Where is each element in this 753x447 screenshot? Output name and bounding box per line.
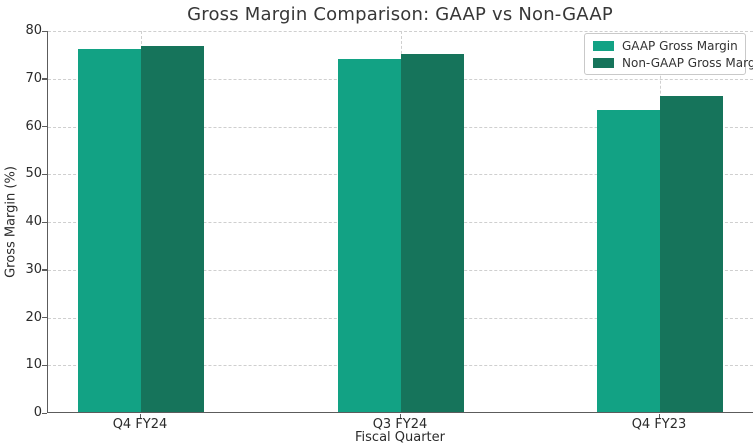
legend: GAAP Gross Margin Non-GAAP Gross Margin [584, 33, 753, 75]
plot-area [47, 31, 753, 413]
y-tick-mark [42, 364, 47, 367]
y-tick-label: 60 [25, 118, 42, 134]
x-tick-mark [658, 414, 660, 418]
x-tick-label: Q4 FY24 [112, 417, 168, 432]
legend-swatch [593, 57, 614, 68]
y-tick-mark [42, 30, 47, 32]
bar-non-gaap-gross-margin-q4-fy23 [660, 96, 723, 412]
chart-title: Gross Margin Comparison: GAAP vs Non-GAA… [187, 4, 613, 25]
bar-gaap-gross-margin-q3-fy24 [338, 58, 401, 412]
y-tick-label: 80 [25, 23, 42, 38]
y-tick-mark [42, 221, 47, 223]
bar-gaap-gross-margin-q4-fy23 [597, 109, 660, 412]
y-tick-mark [42, 126, 47, 128]
legend-item: Non-GAAP Gross Margin [593, 56, 753, 70]
legend-item: GAAP Gross Margin [593, 38, 738, 53]
x-axis-label: Fiscal Quarter [355, 430, 445, 445]
x-tick-label: Q4 FY23 [631, 417, 687, 432]
y-tick-label: 0 [33, 405, 42, 420]
y-tick-mark [42, 412, 47, 414]
y-tick-label: 30 [25, 261, 42, 277]
y-tick-label: 40 [25, 214, 42, 229]
y-tick-mark [42, 78, 47, 80]
y-tick-label: 10 [25, 357, 42, 373]
x-tick-mark [139, 414, 141, 418]
legend-swatch [593, 40, 614, 51]
bar-non-gaap-gross-margin-q4-fy24 [141, 45, 204, 412]
y-tick-mark [42, 173, 47, 176]
y-tick-label: 50 [25, 166, 42, 182]
legend-item-label: GAAP Gross Margin [622, 38, 738, 53]
x-tick-label: Q3 FY24 [372, 417, 428, 432]
x-tick-mark [399, 414, 401, 418]
y-tick-label: 70 [25, 70, 42, 86]
bar-gaap-gross-margin-q4-fy24 [78, 49, 141, 412]
y-tick-mark [42, 317, 47, 319]
y-tick-label: 20 [25, 309, 42, 325]
gridline-horizontal [48, 31, 753, 32]
legend-item-label: Non-GAAP Gross Margin [622, 55, 753, 70]
bar-non-gaap-gross-margin-q3-fy24 [401, 53, 464, 412]
y-tick-mark [42, 269, 47, 271]
